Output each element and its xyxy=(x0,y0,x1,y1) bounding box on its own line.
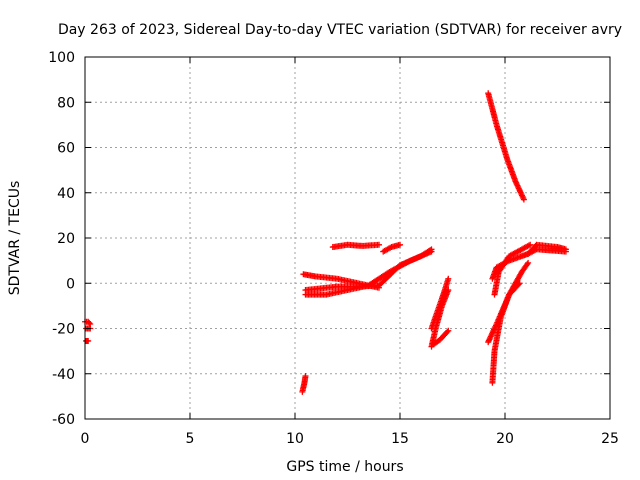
data-point xyxy=(445,327,452,334)
y-tick-label: 0 xyxy=(66,276,75,292)
data-point xyxy=(376,241,382,248)
y-tick-label: 40 xyxy=(57,186,75,202)
x-tick-label: 0 xyxy=(81,431,90,447)
grid xyxy=(85,57,610,419)
data-point xyxy=(428,248,435,255)
y-tick-label: -60 xyxy=(52,412,75,428)
axis-ticks: 0 5 10 15 20 25 -60 -40 -20 0 20 40 60 80 100 xyxy=(48,50,619,447)
data-point xyxy=(85,337,92,344)
series-arc-k xyxy=(485,90,527,203)
series-arc-e xyxy=(302,248,435,298)
data-point xyxy=(562,248,569,255)
y-tick-label: -20 xyxy=(52,322,75,338)
data-points xyxy=(82,90,569,395)
chart-title: Day 263 of 2023, Sidereal Day-to-day VTE… xyxy=(58,22,622,38)
data-point xyxy=(525,259,532,266)
y-axis-label: SDTVAR / TECUs xyxy=(7,181,23,296)
y-tick-label: -40 xyxy=(52,367,75,383)
series-arc-i xyxy=(428,275,452,332)
data-point xyxy=(516,280,523,287)
series-arc-b xyxy=(299,373,309,395)
x-tick-label: 10 xyxy=(286,431,304,447)
series-arc-o xyxy=(491,241,534,298)
series-arc-f xyxy=(329,241,382,251)
data-point xyxy=(397,241,403,248)
x-tick-label: 25 xyxy=(601,431,619,447)
data-point xyxy=(527,241,534,248)
series-arc-a xyxy=(82,318,94,344)
x-axis-label: GPS time / hours xyxy=(286,459,403,475)
series-arc-q xyxy=(525,246,569,257)
series-arc-m xyxy=(485,259,532,346)
x-tick-label: 5 xyxy=(186,431,195,447)
y-tick-label: 60 xyxy=(57,141,75,157)
data-point xyxy=(302,373,309,380)
y-tick-label: 20 xyxy=(57,231,75,247)
series-arc-j xyxy=(430,327,452,348)
data-point xyxy=(444,328,451,335)
data-point xyxy=(445,275,452,282)
data-point xyxy=(520,196,527,203)
data-point xyxy=(86,319,93,326)
x-tick-label: 20 xyxy=(496,431,514,447)
y-tick-label: 80 xyxy=(57,95,75,111)
x-tick-label: 15 xyxy=(391,431,409,447)
series-arc-g xyxy=(380,241,403,255)
data-point xyxy=(524,261,531,268)
y-tick-label: 100 xyxy=(48,50,75,66)
